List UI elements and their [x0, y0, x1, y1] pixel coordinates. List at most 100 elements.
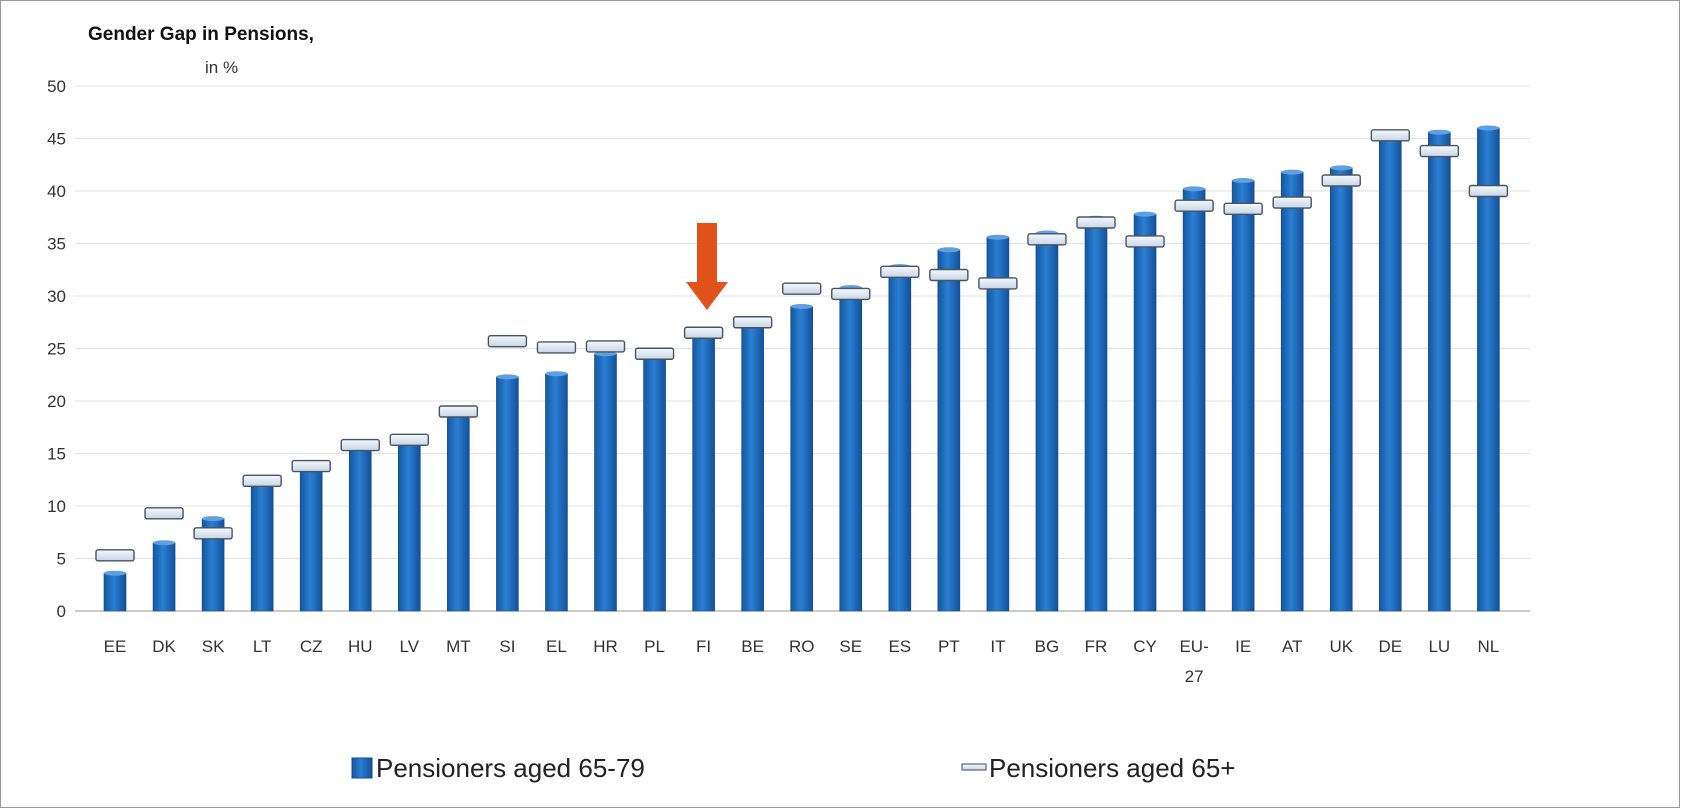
marker	[782, 282, 822, 295]
marker	[1223, 202, 1263, 216]
x-tick-label: RO	[789, 637, 815, 656]
bar	[888, 266, 912, 612]
y-tick-label: 50	[47, 77, 66, 96]
x-tick-label: ES	[888, 637, 911, 656]
bar	[594, 353, 617, 612]
x-tick-label: EE	[104, 637, 127, 656]
bar-cap	[1477, 125, 1500, 131]
x-tick-label: IE	[1235, 637, 1251, 656]
x-tick-label: HU	[348, 637, 373, 656]
legend-marker-label: Pensioners aged 65+	[989, 753, 1235, 783]
x-tick-label: AT	[1282, 637, 1302, 656]
bar-cap	[986, 234, 1009, 240]
y-tick-label: 30	[47, 287, 66, 306]
y-tick-label: 20	[47, 392, 66, 411]
bar	[545, 373, 568, 612]
marker	[1468, 184, 1509, 198]
bar-cap	[1134, 211, 1157, 217]
x-tick-label: BG	[1035, 637, 1060, 656]
marker	[1272, 196, 1312, 209]
y-axis-label: in %	[205, 58, 238, 77]
marker	[831, 287, 871, 301]
bar-cap	[202, 516, 225, 522]
marker	[1076, 216, 1116, 229]
bar-cap	[545, 371, 568, 377]
marker	[929, 268, 969, 282]
x-tick-label: EL	[546, 637, 567, 656]
marker	[1370, 129, 1411, 142]
x-tick-label: DK	[152, 637, 176, 656]
bar	[1428, 131, 1451, 612]
bar	[348, 445, 372, 612]
arrow-annotation	[686, 223, 728, 310]
x-tick-label: SE	[839, 637, 862, 656]
marker	[242, 474, 282, 487]
x-tick-label: FI	[696, 637, 711, 656]
bar-series	[103, 125, 1500, 612]
x-tick-label: UK	[1329, 637, 1353, 656]
marker	[585, 340, 626, 353]
arrow-shaft	[697, 223, 717, 282]
bar-cap	[1428, 129, 1451, 135]
marker	[880, 265, 920, 279]
x-tick-label: PL	[644, 637, 665, 656]
bar-cap	[1281, 169, 1304, 175]
x-tick-label: LT	[253, 637, 272, 656]
bar	[1035, 232, 1059, 612]
bar	[986, 236, 1010, 612]
marker	[389, 433, 429, 447]
legend-bar-label: Pensioners aged 65-79	[376, 753, 645, 783]
bar	[790, 306, 814, 612]
bar	[1280, 171, 1304, 612]
x-tick-label: HR	[593, 637, 618, 656]
marker	[978, 277, 1018, 290]
x-axis-ticks: EE DK SK LT CZ HU LV MT SI EL HR PL FI BE RO SE ES PT IT BG…	[104, 637, 1500, 686]
marker	[340, 438, 380, 452]
x-tick-label: DE	[1378, 637, 1402, 656]
marker	[95, 549, 135, 562]
bar	[1084, 218, 1108, 612]
bar	[1231, 180, 1255, 612]
bar	[1182, 188, 1206, 612]
marker	[193, 527, 233, 540]
marker	[536, 341, 577, 354]
legend-marker-swatch	[961, 763, 987, 771]
marker-series	[95, 129, 1509, 562]
bar-cap	[1183, 186, 1206, 192]
marker	[487, 334, 528, 348]
bar	[496, 376, 519, 612]
x-tick-label: NL	[1478, 637, 1500, 656]
bar	[1329, 167, 1353, 612]
bar	[1133, 213, 1157, 612]
x-tick-label: MT	[446, 637, 471, 656]
marker	[634, 347, 675, 360]
x-tick-label: PT	[938, 637, 960, 656]
x-tick-label: SI	[499, 637, 515, 656]
legend: Pensioners aged 65-79 Pensioners aged 65…	[351, 753, 1235, 783]
x-tick-label: SK	[202, 637, 225, 656]
x-tick-label: CZ	[300, 637, 323, 656]
marker	[683, 326, 724, 339]
y-axis-ticks: 0 5 10 15 20 25 30 35 40 45 50	[47, 77, 66, 621]
bar	[397, 439, 421, 612]
bar-cap	[496, 374, 519, 380]
y-tick-label: 15	[47, 445, 66, 464]
x-tick-label: IT	[990, 637, 1005, 656]
y-tick-label: 40	[47, 182, 66, 201]
bar	[839, 287, 863, 612]
x-tick-label: FR	[1085, 637, 1108, 656]
marker	[732, 316, 773, 329]
bar	[1477, 127, 1500, 612]
bar	[643, 352, 666, 612]
x-tick-label: CY	[1133, 637, 1157, 656]
bar	[447, 411, 470, 612]
marker	[438, 405, 479, 418]
bar-cap	[790, 304, 813, 309]
x-tick-label: LU	[1428, 637, 1450, 656]
chart-title: Gender Gap in Pensions,	[88, 24, 314, 45]
bar	[937, 249, 961, 612]
bar-cap	[1232, 178, 1255, 183]
x-tick-label: EU-	[1179, 637, 1208, 656]
bar-cap	[104, 570, 126, 576]
